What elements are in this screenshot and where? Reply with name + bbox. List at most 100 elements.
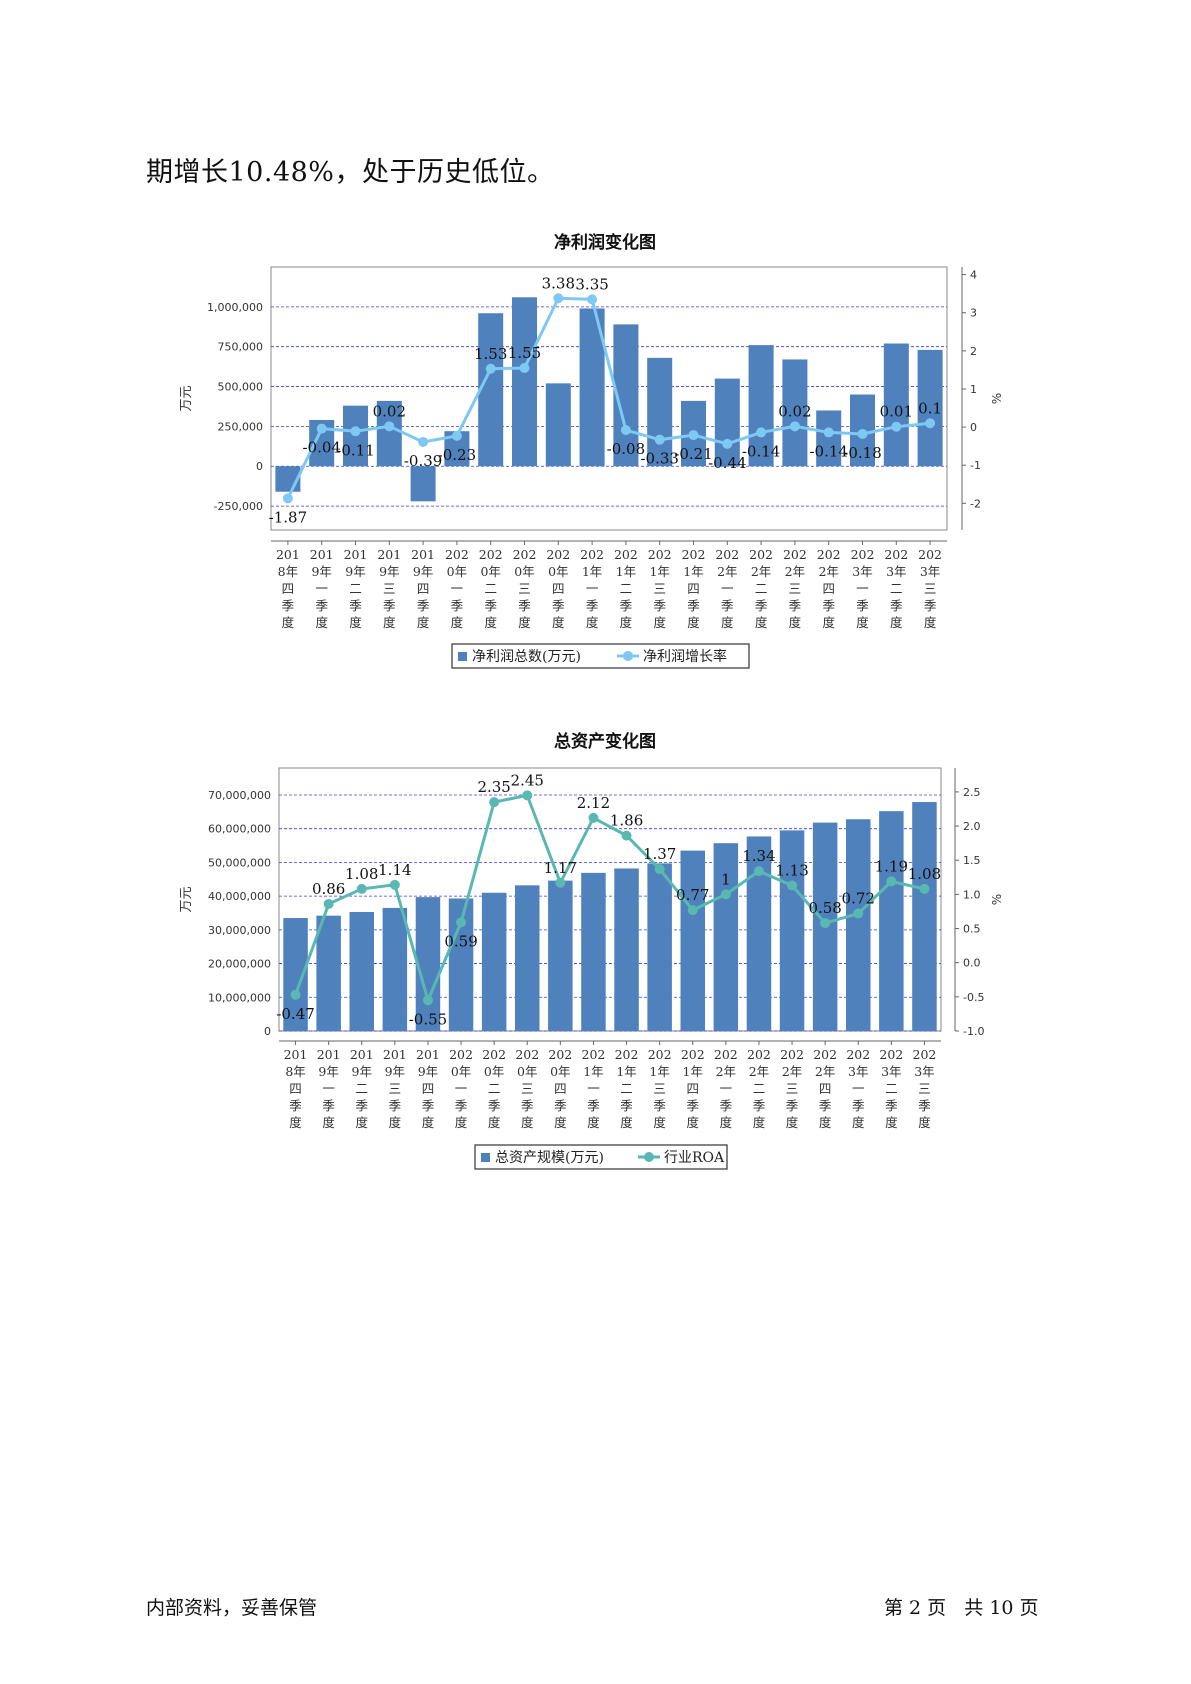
x-tick-label: 201 8年四季度: [284, 1047, 308, 1130]
data-label: 0.1: [918, 399, 942, 417]
x-tick-label: 202 2年三季度: [783, 547, 807, 630]
y2-tick-label: 1.5: [963, 854, 981, 867]
x-tick-label: 202 0年四季度: [546, 547, 570, 630]
data-label: -0.21: [674, 445, 712, 463]
y-tick-label: 20,000,000: [208, 958, 271, 971]
x-tick-label: 201 9年四季度: [416, 1047, 440, 1130]
line-point: [688, 430, 699, 441]
data-label: 0.86: [312, 880, 345, 898]
y-tick-label: 30,000,000: [208, 924, 271, 937]
line-point: [787, 880, 798, 891]
x-tick-label: 202 0年二季度: [482, 1047, 506, 1130]
line-point: [323, 898, 334, 909]
data-label: 0.02: [373, 402, 406, 420]
line-point: [720, 889, 731, 900]
x-tick-label: 202 3年三季度: [913, 1047, 937, 1130]
x-tick-label: 202 2年四季度: [813, 1047, 837, 1130]
line-point: [756, 427, 767, 438]
x-tick-label: 202 3年一季度: [846, 1047, 870, 1130]
x-tick-label: 202 3年二季度: [884, 547, 908, 630]
line-point: [356, 883, 367, 894]
y2-tick-label: 0.0: [963, 957, 981, 970]
x-tick-label: 202 0年三季度: [515, 1047, 539, 1130]
line-point: [555, 877, 566, 888]
x-tick-label: 201 9年一季度: [310, 547, 334, 630]
data-label: 0.59: [444, 932, 477, 950]
line-point: [621, 830, 632, 841]
data-label: -0.08: [607, 440, 645, 458]
legend-line-marker: [644, 1152, 654, 1162]
bar: [548, 880, 573, 1031]
line-point: [282, 493, 293, 504]
line-point: [418, 436, 429, 447]
x-tick-label: 202 1年二季度: [614, 547, 638, 630]
line-point: [587, 294, 598, 305]
data-label: 0.01: [880, 403, 913, 421]
bar: [748, 345, 774, 467]
x-tick-label: 202 1年三季度: [648, 1047, 672, 1130]
bar: [647, 863, 672, 1031]
line-point: [654, 434, 665, 445]
x-tick-label: 201 9年三季度: [377, 547, 401, 630]
line-point: [553, 293, 564, 304]
line-point: [753, 866, 764, 877]
data-label: 1.37: [643, 845, 676, 863]
data-label: 3.35: [575, 275, 608, 293]
series-line: [286, 296, 931, 500]
line-point: [620, 425, 631, 436]
line-point: [891, 421, 902, 432]
y-tick-label: 70,000,000: [208, 789, 271, 802]
y2-tick-label: 2: [970, 345, 977, 358]
bar: [879, 811, 904, 1031]
legend-box: [474, 1144, 728, 1170]
line-point: [654, 864, 665, 875]
x-tick-label: 201 9年四季度: [411, 547, 435, 630]
data-label: -0.14: [742, 442, 780, 460]
bar: [883, 343, 909, 467]
data-label: 1.34: [742, 847, 775, 865]
data-label: -0.18: [843, 444, 881, 462]
x-tick-label: 202 1年四季度: [681, 1047, 705, 1130]
bar: [316, 915, 341, 1031]
x-tick-label: 202 0年一季度: [445, 547, 469, 630]
bar: [746, 836, 772, 1031]
data-label: 1.55: [508, 344, 541, 362]
x-tick-label: 202 1年二季度: [615, 1047, 639, 1130]
line-point: [886, 876, 897, 887]
line-point: [519, 363, 530, 374]
bar: [349, 911, 374, 1031]
data-label: 1.14: [378, 861, 411, 879]
bar: [545, 383, 571, 467]
net-profit-chart: -250,000 0 250,000 500,000 750,000 1,000,000 -…: [179, 266, 1004, 669]
data-label: 3.38: [542, 274, 575, 292]
bar: [511, 297, 538, 467]
x-tick-label: 202 0年一季度: [449, 1047, 473, 1130]
y2-tick-label: 1.0: [963, 888, 981, 901]
line-point: [350, 426, 361, 437]
y2-axis-label: %: [990, 393, 1004, 404]
x-tick-label: 202 2年一季度: [715, 547, 739, 630]
data-label: 1.13: [775, 861, 808, 879]
bar: [415, 897, 441, 1031]
y2-tick-label: 2.0: [963, 820, 981, 833]
data-label: -0.33: [640, 450, 678, 468]
line-point: [588, 812, 599, 823]
data-label: -1.87: [269, 508, 307, 526]
line-point: [489, 797, 500, 808]
y2-tick-label: -1.0: [963, 1025, 984, 1038]
y-tick-label: 0: [264, 1025, 271, 1038]
data-label: -0.23: [438, 446, 476, 464]
bar: [782, 359, 808, 467]
data-label: 0.02: [778, 402, 811, 420]
bar: [481, 892, 507, 1031]
legend-line-marker: [623, 651, 633, 661]
data-label: 2.35: [477, 778, 510, 796]
x-tick-label: 202 1年三季度: [648, 547, 672, 630]
x-tick-label: 202 0年二季度: [479, 547, 503, 630]
data-label: -0.47: [276, 1005, 314, 1023]
line-point: [451, 430, 462, 441]
y-tick-label: 40,000,000: [208, 890, 271, 903]
y-tick-label: 250,000: [218, 420, 264, 433]
bar: [581, 872, 606, 1031]
data-label: 2.45: [511, 771, 544, 789]
